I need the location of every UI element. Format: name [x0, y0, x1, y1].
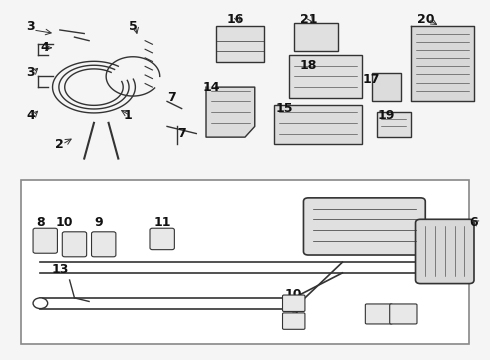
Text: 14: 14: [202, 81, 220, 94]
Text: 17: 17: [363, 73, 380, 86]
Text: 19: 19: [378, 109, 395, 122]
Bar: [21, 180, 469, 344]
Text: 12: 12: [368, 306, 385, 319]
FancyBboxPatch shape: [283, 313, 305, 329]
Text: 5: 5: [128, 20, 137, 33]
Text: 6: 6: [470, 216, 478, 229]
FancyBboxPatch shape: [150, 228, 174, 249]
Text: 3: 3: [26, 20, 35, 33]
Text: 2: 2: [55, 138, 64, 151]
FancyBboxPatch shape: [92, 232, 116, 257]
Text: 8: 8: [36, 216, 45, 229]
Text: 18: 18: [300, 59, 317, 72]
Text: 10: 10: [56, 216, 74, 229]
Bar: [372, 73, 401, 102]
Bar: [216, 26, 265, 62]
Text: 3: 3: [26, 66, 35, 79]
Text: 11: 11: [153, 216, 171, 229]
Polygon shape: [206, 87, 255, 137]
Text: 7: 7: [177, 127, 186, 140]
FancyBboxPatch shape: [62, 232, 87, 257]
Text: 21: 21: [299, 13, 317, 26]
FancyBboxPatch shape: [303, 198, 425, 255]
Text: 9: 9: [290, 306, 298, 319]
Bar: [376, 112, 411, 137]
FancyBboxPatch shape: [33, 228, 57, 253]
Text: 10: 10: [285, 288, 302, 301]
Text: 15: 15: [275, 102, 293, 115]
FancyBboxPatch shape: [366, 304, 392, 324]
Text: 13: 13: [51, 263, 69, 276]
Text: 1: 1: [123, 109, 132, 122]
Text: 4: 4: [26, 109, 35, 122]
Circle shape: [33, 298, 48, 309]
Polygon shape: [411, 26, 474, 102]
Bar: [289, 55, 362, 98]
FancyBboxPatch shape: [283, 295, 305, 311]
Text: 7: 7: [168, 91, 176, 104]
Text: 9: 9: [95, 216, 103, 229]
FancyBboxPatch shape: [416, 219, 474, 284]
Bar: [274, 105, 362, 144]
Text: 4: 4: [41, 41, 49, 54]
FancyBboxPatch shape: [390, 304, 417, 324]
Bar: [294, 23, 338, 51]
Text: 16: 16: [226, 13, 244, 26]
Text: 20: 20: [416, 13, 434, 26]
